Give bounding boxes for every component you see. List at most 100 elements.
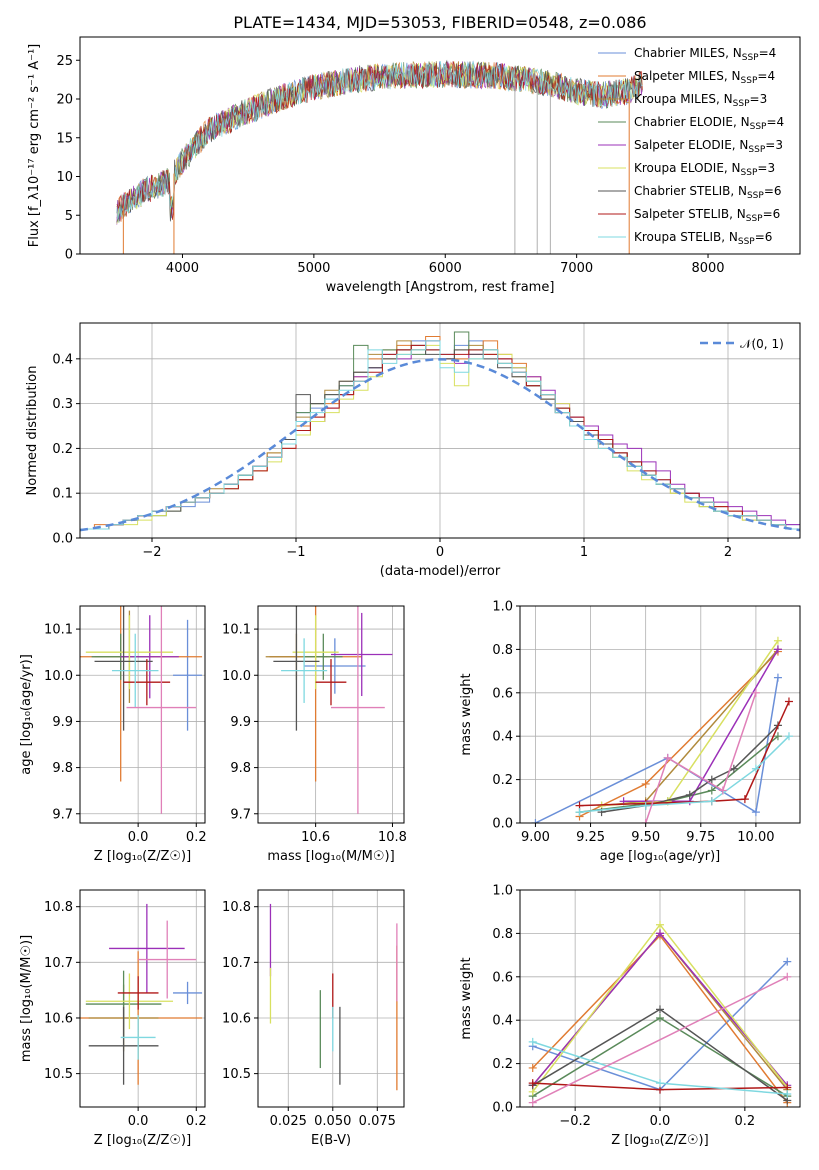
Z-mass-ytick-label: 10.7 (44, 956, 73, 971)
mass-age-ytick-label: 10.1 (222, 623, 251, 638)
spectrum-ylabel: Flux [f_λ10⁻¹⁷ erg cm⁻² s⁻¹ A⁻¹] (27, 44, 42, 248)
errorbar-point (117, 976, 159, 1010)
Z-weight-ytick-label: 1.0 (492, 884, 513, 899)
mass-age-plot-area (265, 606, 393, 814)
spectrum-ytick-label: 5 (65, 209, 73, 224)
legend-sub: SSP (741, 76, 758, 86)
Z-weight-ytick-label: 0.6 (492, 970, 513, 985)
legend-label: Chabrier MILES, NSSP=4 (634, 46, 776, 63)
legend-label: Salpeter ELODIE, NSSP=3 (634, 138, 783, 155)
legend-label: Kroupa ELODIE, NSSP=3 (634, 161, 775, 178)
Z-mass-xtick-label: 0.2 (186, 1114, 207, 1129)
legend-suffix: =3 (750, 92, 768, 106)
legend-label: Chabrier STELIB, NSSP=6 (634, 184, 782, 201)
age-weight-frame (519, 605, 801, 824)
legend-sub: SSP (742, 53, 759, 63)
age-weight-xtick-label: 9.00 (521, 830, 550, 845)
residuals-xtick-label: −1 (286, 545, 305, 560)
weight-marker (528, 1063, 537, 1072)
weight-marker (641, 801, 650, 810)
weight-marker (740, 795, 749, 804)
mass-age-ytick-label: 9.7 (230, 807, 251, 822)
age-weight-ytick-label: 0.8 (492, 643, 513, 658)
legend-label: Kroupa MILES, NSSP=3 (634, 92, 767, 109)
mass-age-ytick-label: 10.0 (222, 669, 251, 684)
Z-weight-xtick-label: 0.0 (650, 1114, 671, 1129)
errorbar-point (85, 973, 174, 1030)
age-weight-ytick-label: 0.2 (492, 773, 513, 788)
residuals-xtick-label: 1 (580, 545, 588, 560)
weight-marker (783, 957, 792, 966)
errorbar-point (126, 606, 197, 814)
age-weight-axes: 9.00 9.25 9.50 9.75 10.00 0.0 0.2 0.4 0.6 0.8 1.0 a… (459, 600, 800, 864)
residuals-ytick-label: 0.3 (52, 397, 73, 412)
age-weight-ytick-label: 0.0 (492, 817, 513, 832)
mass-age-xtick-label: 10.8 (378, 830, 407, 845)
Z-age-axes: 0.0 0.2 9.7 9.8 9.9 10.0 10.1 Z [log₁₀(Z/Z☉)] ag… (19, 606, 207, 864)
residuals-xtick-label: 2 (724, 545, 732, 560)
weight-line (601, 640, 779, 807)
weight-marker (656, 1079, 664, 1088)
Z-weight-plot-area (528, 920, 792, 1107)
Z-weight-xlabel: Z [log₁₀(Z/Z☉)] (611, 1133, 708, 1148)
errorbar-point (273, 606, 320, 731)
legend-sub: SSP (733, 99, 750, 109)
weight-line (644, 692, 757, 823)
weight-marker (773, 673, 782, 682)
Z-weight-frame (519, 889, 801, 1108)
Z-mass-xtick-label: 0.0 (128, 1114, 149, 1129)
Z-age-xtick-label: 0.2 (186, 830, 207, 845)
weight-line (601, 648, 779, 807)
weight-marker (656, 929, 664, 938)
errorbar-point (85, 615, 174, 690)
weight-marker (773, 645, 782, 654)
spectrum-line (116, 61, 643, 220)
weight-marker (784, 697, 793, 706)
errorbar-point (315, 659, 347, 706)
legend-suffix: =3 (757, 161, 775, 175)
errorbar-point (94, 606, 153, 731)
spectrum-xtick-label: 7000 (560, 261, 593, 276)
Z-mass-ytick-label: 10.6 (44, 1011, 73, 1026)
legend-label: Salpeter MILES, NSSP=4 (634, 69, 775, 86)
plots-container: 4000 5000 6000 7000 80000510152025wavelength… (19, 36, 801, 1148)
EBV-mass-xlabel: E(B-V) (311, 1133, 351, 1148)
spectrum-ytick-label: 0 (65, 248, 73, 263)
legend-suffix: =6 (755, 230, 773, 244)
weight-marker (528, 1098, 537, 1107)
legend-suffix: =4 (759, 46, 777, 60)
spectrum-xtick-label: 4000 (166, 261, 199, 276)
Z-age-xtick-label: 0.0 (128, 830, 149, 845)
residuals-ytick-label: 0.4 (52, 352, 73, 367)
Z-age-ytick-label: 9.9 (52, 715, 73, 730)
legend-suffix: =3 (765, 138, 783, 152)
weight-marker (641, 819, 650, 823)
errorbar-point (120, 615, 179, 699)
weight-marker (685, 790, 694, 799)
Z-mass-xlabel: Z [log₁₀(Z/Z☉)] (94, 1133, 191, 1148)
errorbar-point (173, 619, 203, 731)
errorbar-point (331, 606, 385, 814)
EBV-mass-ytick-label: 10.7 (222, 956, 251, 971)
Z-age-plot-area (80, 606, 203, 814)
weight-marker (751, 808, 760, 817)
errorbar-point (123, 659, 171, 706)
weight-marker (575, 808, 584, 817)
Z-mass-plot-area (80, 903, 203, 1085)
gaussian-curve (80, 358, 800, 532)
Z-mass-frame (79, 889, 206, 1108)
Z-age-frame (79, 605, 206, 824)
Z-mass-ytick-label: 10.5 (44, 1067, 73, 1082)
errorbar-point (331, 612, 393, 697)
weight-marker (656, 920, 664, 929)
residuals-xlabel: (data-model)/error (380, 564, 501, 579)
residuals-plot-area (80, 331, 800, 538)
residuals-frame (79, 322, 801, 539)
Z-age-ytick-label: 10.1 (44, 623, 73, 638)
Z-weight-ytick-label: 0.0 (492, 1101, 513, 1116)
spectrum-legend: Chabrier MILES, NSSP=4 Salpeter MILES, NS… (598, 46, 784, 247)
errorbar-point (138, 920, 197, 999)
spectrum-line (116, 59, 643, 223)
spectrum-xtick-label: 6000 (429, 261, 462, 276)
